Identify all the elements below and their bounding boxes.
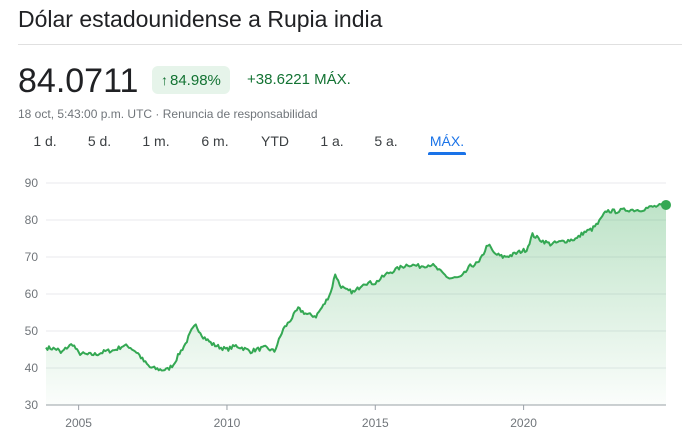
price-area-fill [46,203,666,405]
percent-change-badge: ↑ 84.98% [152,66,230,94]
timestamp: 18 oct, 5:43:00 p.m. UTC [18,107,153,121]
tab-1-a[interactable]: 1 a. [320,131,344,155]
price-chart: 30 40 50 60 70 80 90 2005 2010 2015 2020 [25,176,671,430]
tab-label: 1 d. [33,133,57,149]
absolute-change: +38.6221 MÁX. [247,71,351,88]
tab-label: MÁX. [429,133,465,149]
y-tick-label: 40 [25,361,39,375]
tab-label: YTD [261,133,289,149]
x-tick-label: 2005 [65,416,92,430]
price-line [45,202,667,372]
quote-meta: 18 oct, 5:43:00 p.m. UTC · Renuncia de r… [18,107,318,121]
tab-6-m[interactable]: 6 m. [200,131,230,155]
tab-máx[interactable]: MÁX. [428,131,466,155]
current-point-marker[interactable] [661,199,671,210]
disclaimer-link[interactable]: Renuncia de responsabilidad [162,107,318,121]
arrow-up-icon: ↑ [161,72,168,88]
x-tick-label: 2020 [510,416,537,430]
page-title: Dólar estadounidense a Rupia india [18,6,383,32]
x-tick-label: 2010 [214,416,241,430]
y-tick-label: 90 [25,176,39,190]
tab-label: 6 m. [201,133,229,149]
tab-label: 5 a. [374,133,398,149]
tab-label: 1 m. [142,133,170,149]
tab-1-m[interactable]: 1 m. [142,131,170,155]
tab-ytd[interactable]: YTD [260,131,290,155]
current-price: 84.0711 [18,62,139,100]
percent-change-value: 84.98% [170,71,221,89]
time-range-tabs: 1 d. 5 d. 1 m. 6 m. YTD 1 a. 5 a. MÁX. [0,131,682,157]
tab-5-a[interactable]: 5 a. [373,131,399,155]
title-divider [18,44,682,45]
y-tick-label: 50 [25,324,39,338]
tab-label: 5 d. [87,133,112,149]
tab-label: 1 a. [320,133,344,149]
y-tick-label: 80 [25,213,39,227]
x-tick-label: 2015 [362,416,389,430]
active-tab-underline [428,152,466,155]
tab-1-d[interactable]: 1 d. [32,131,58,155]
y-tick-label: 70 [25,250,39,264]
meta-separator: · [152,107,163,121]
y-tick-label: 30 [25,398,39,412]
y-tick-label: 60 [25,287,39,301]
tab-5-d[interactable]: 5 d. [86,131,113,155]
